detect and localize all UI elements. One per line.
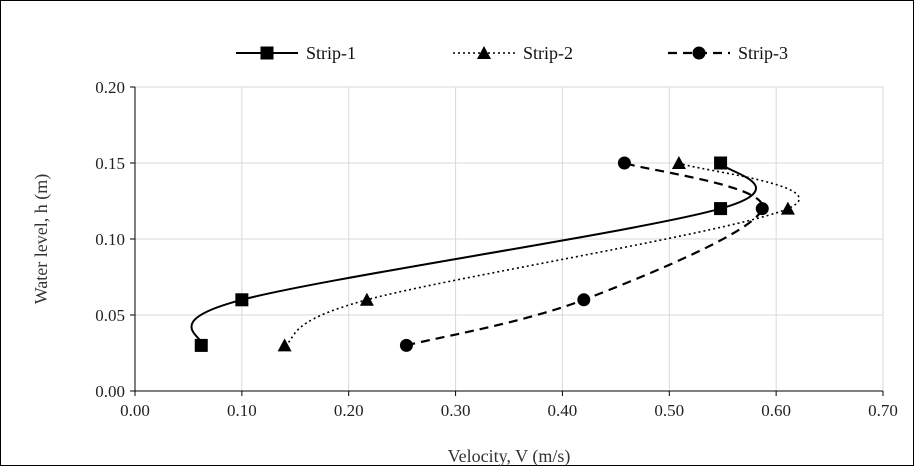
x-tick-label: 0.30 xyxy=(441,401,471,420)
grid-lines xyxy=(135,86,884,391)
tick-labels: 0.00 0.10 0.20 0.30 0.40 0.50 0.60 0.70 0.00 0.05… xyxy=(95,78,898,420)
x-tick-label: 0.50 xyxy=(654,401,684,420)
data-point-strip-1 xyxy=(714,156,728,170)
x-tick-label: 0.70 xyxy=(868,401,898,420)
legend-marker-strip-1 xyxy=(260,46,274,60)
x-tick-label: 0.60 xyxy=(761,401,791,420)
legend-marker-strip-3 xyxy=(692,46,706,60)
x-tick-label: 0.00 xyxy=(120,401,150,420)
series-line-strip-1 xyxy=(190,162,757,347)
x-tick-label: 0.20 xyxy=(334,401,364,420)
data-point-strip-3 xyxy=(617,156,631,170)
data-point-strip-3 xyxy=(577,293,591,307)
legend-label-strip-2: Strip-2 xyxy=(523,43,573,63)
data-point-strip-1 xyxy=(194,338,208,352)
data-point-strip-1 xyxy=(714,202,728,216)
data-point-strip-2 xyxy=(359,292,374,306)
data-point-strip-2 xyxy=(671,156,686,169)
legend-label-strip-1: Strip-1 xyxy=(306,43,356,63)
series-lines xyxy=(190,161,800,347)
series-line-strip-2 xyxy=(284,162,800,347)
y-tick-label: 0.20 xyxy=(95,78,125,97)
x-axis-label: Velocity, V (m/s) xyxy=(448,446,571,467)
y-tick-label: 0.10 xyxy=(95,230,125,249)
data-markers xyxy=(194,156,795,352)
legend: Strip-1 Strip-2 Strip-3 xyxy=(236,43,788,63)
y-tick-label: 0.15 xyxy=(95,154,125,173)
x-tick-label: 0.10 xyxy=(227,401,257,420)
legend-marker-strip-2 xyxy=(477,46,491,59)
data-point-strip-2 xyxy=(780,201,795,215)
legend-label-strip-3: Strip-3 xyxy=(738,43,788,63)
data-point-strip-3 xyxy=(399,338,413,352)
series-line-strip-3 xyxy=(406,161,764,347)
y-tick-label: 0.05 xyxy=(95,306,125,325)
data-point-strip-3 xyxy=(755,202,769,216)
y-axis-label: Water level, h (m) xyxy=(31,174,52,305)
data-point-strip-2 xyxy=(277,338,292,352)
x-tick-label: 0.40 xyxy=(548,401,578,420)
data-point-strip-1 xyxy=(235,293,249,307)
axes xyxy=(130,86,884,396)
y-tick-label: 0.00 xyxy=(95,382,125,401)
